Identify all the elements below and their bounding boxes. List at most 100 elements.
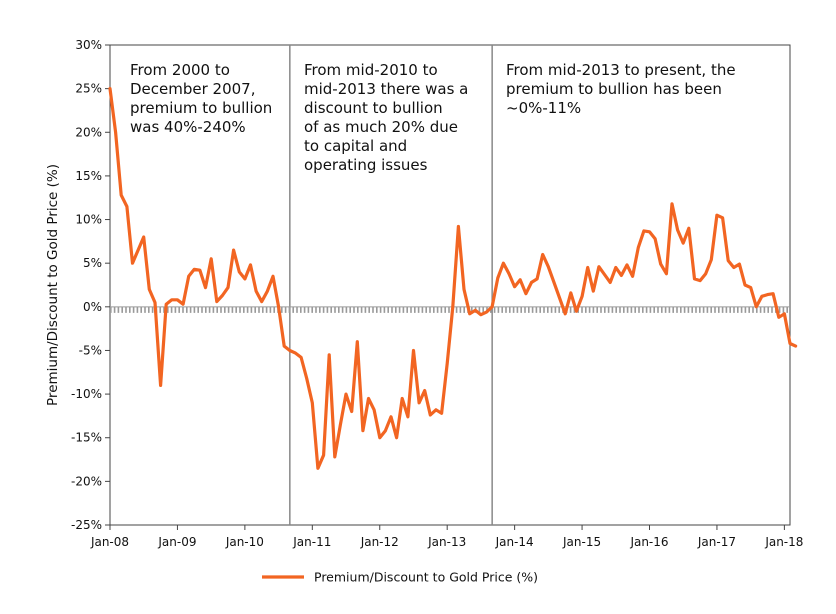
data-point: [271, 275, 275, 278]
data-point: [777, 316, 780, 319]
data-point: [120, 193, 123, 197]
y-tick-label: 10%: [75, 213, 102, 227]
data-point: [367, 397, 370, 400]
data-point: [339, 423, 342, 426]
data-point: [732, 266, 735, 269]
data-point: [153, 301, 157, 304]
data-point: [238, 270, 241, 274]
data-point: [131, 262, 134, 265]
y-tick-label: 25%: [75, 82, 102, 96]
data-point: [704, 272, 707, 275]
data-point: [344, 392, 348, 396]
annotation-line: From 2000 to: [130, 61, 230, 79]
data-point: [710, 258, 713, 261]
x-tick-label: Jan-16: [629, 535, 668, 549]
data-point: [642, 229, 646, 233]
data-point: [311, 401, 314, 404]
x-tick-label: Jan-10: [225, 535, 264, 549]
data-point: [294, 351, 297, 355]
y-tick-label: -5%: [79, 343, 102, 357]
y-tick-label: 0%: [83, 300, 102, 314]
data-point: [698, 279, 702, 282]
data-point: [451, 305, 454, 308]
y-tick-label: -15%: [71, 431, 102, 445]
data-point: [440, 412, 443, 415]
data-point: [552, 281, 556, 284]
data-point: [479, 313, 483, 316]
annotation-3: From mid-2013 to present, the premium to …: [506, 61, 736, 117]
data-point: [165, 303, 168, 306]
annotation-1: From 2000 to December 2007, premium to bul…: [130, 61, 272, 136]
data-point: [159, 384, 162, 387]
y-axis-title: Premium/Discount to Gold Price (%): [45, 164, 61, 406]
data-point: [625, 263, 629, 267]
data-point: [136, 248, 140, 252]
data-point: [283, 344, 286, 348]
data-point: [299, 356, 303, 359]
annotation-line: From mid-2010 to: [304, 61, 438, 79]
data-point: [788, 342, 792, 345]
data-point: [181, 303, 185, 306]
annotation-line: December 2007,: [130, 80, 256, 98]
data-point: [530, 281, 533, 284]
annotation-line: operating issues: [304, 156, 428, 174]
data-point: [417, 401, 421, 404]
data-point: [502, 262, 505, 265]
data-point: [659, 262, 662, 266]
data-point: [198, 269, 202, 272]
data-point: [670, 202, 674, 205]
data-point: [457, 225, 460, 228]
data-point: [243, 277, 247, 281]
data-point: [760, 295, 764, 298]
data-point: [580, 295, 584, 298]
data-point: [232, 248, 235, 252]
data-point: [288, 349, 291, 352]
annotation-line: From mid-2013 to present, the: [506, 61, 736, 79]
data-point: [170, 298, 173, 301]
data-point: [693, 277, 696, 281]
annotation-line: premium to bullion has been: [506, 80, 722, 98]
x-tick-label: Jan-09: [157, 535, 196, 549]
data-point: [592, 289, 595, 293]
data-point: [485, 310, 488, 314]
data-point: [547, 265, 550, 268]
data-point: [395, 436, 398, 439]
annotation-line: of as much 20% due: [304, 118, 458, 136]
data-point: [406, 415, 410, 418]
data-point: [176, 298, 179, 301]
x-tick-label: Jan-13: [427, 535, 466, 549]
data-point: [322, 454, 325, 457]
data-point: [682, 241, 685, 245]
y-tick-label: 30%: [75, 38, 102, 52]
plot-frame: [109, 44, 791, 526]
data-point: [350, 410, 353, 413]
data-point: [507, 272, 511, 275]
data-point: [620, 274, 623, 277]
data-point: [468, 312, 471, 315]
data-point: [108, 87, 112, 90]
data-point: [721, 216, 724, 219]
data-point: [771, 292, 775, 295]
data-point: [687, 227, 690, 230]
data-point: [187, 275, 190, 278]
data-point: [496, 276, 499, 280]
data-point: [193, 268, 196, 271]
data-point: [766, 293, 769, 296]
data-point: [260, 300, 263, 303]
data-point: [429, 413, 432, 417]
data-point: [462, 288, 466, 291]
annotation-line: to capital and: [304, 137, 407, 155]
data-point: [361, 429, 365, 432]
data-point: [254, 289, 258, 293]
annotation-line: was 40%-240%: [130, 118, 246, 136]
data-point: [794, 344, 797, 348]
data-point: [316, 467, 320, 470]
data-point: [423, 389, 426, 392]
data-point: [609, 281, 612, 284]
data-point: [266, 289, 269, 293]
data-point: [648, 230, 651, 233]
data-point: [412, 349, 415, 352]
data-point: [142, 235, 145, 239]
data-point: [738, 262, 741, 266]
